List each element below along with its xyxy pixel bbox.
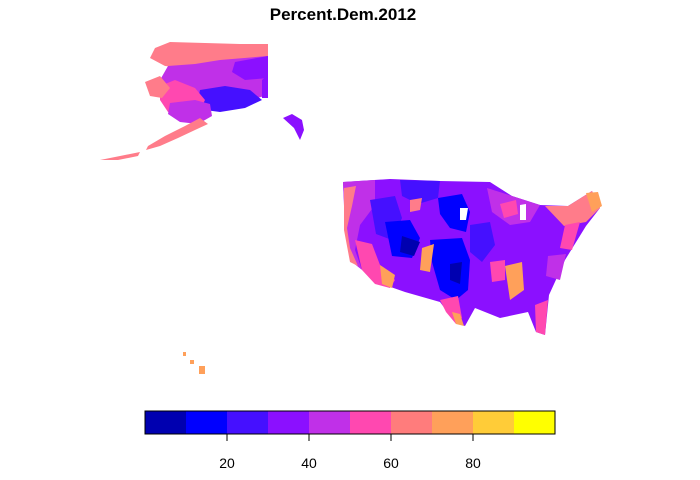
legend-bin <box>186 411 227 434</box>
legend-tick-label: 60 <box>383 455 399 471</box>
legend-bin <box>309 411 350 434</box>
legend-bin <box>145 411 186 434</box>
contiguous-us-region <box>343 179 602 335</box>
legend-axis: 20 40 60 80 <box>219 434 481 471</box>
color-legend: 20 40 60 80 <box>144 410 556 471</box>
map-title: Percent.Dem.2012 <box>270 5 416 24</box>
legend-frame <box>144 410 556 435</box>
alaska-region <box>100 42 304 160</box>
legend-bin <box>514 411 555 434</box>
legend-tick-label: 20 <box>219 455 235 471</box>
hawaii-region <box>183 352 205 374</box>
legend-bin <box>227 411 268 434</box>
legend-bin <box>473 411 514 434</box>
legend-tick-label: 80 <box>465 455 481 471</box>
legend-bin <box>350 411 391 434</box>
legend-color-bar <box>144 410 556 435</box>
legend-tick-label: 40 <box>301 455 317 471</box>
legend-bin <box>432 411 473 434</box>
legend-bin <box>391 411 432 434</box>
legend-bin <box>268 411 309 434</box>
